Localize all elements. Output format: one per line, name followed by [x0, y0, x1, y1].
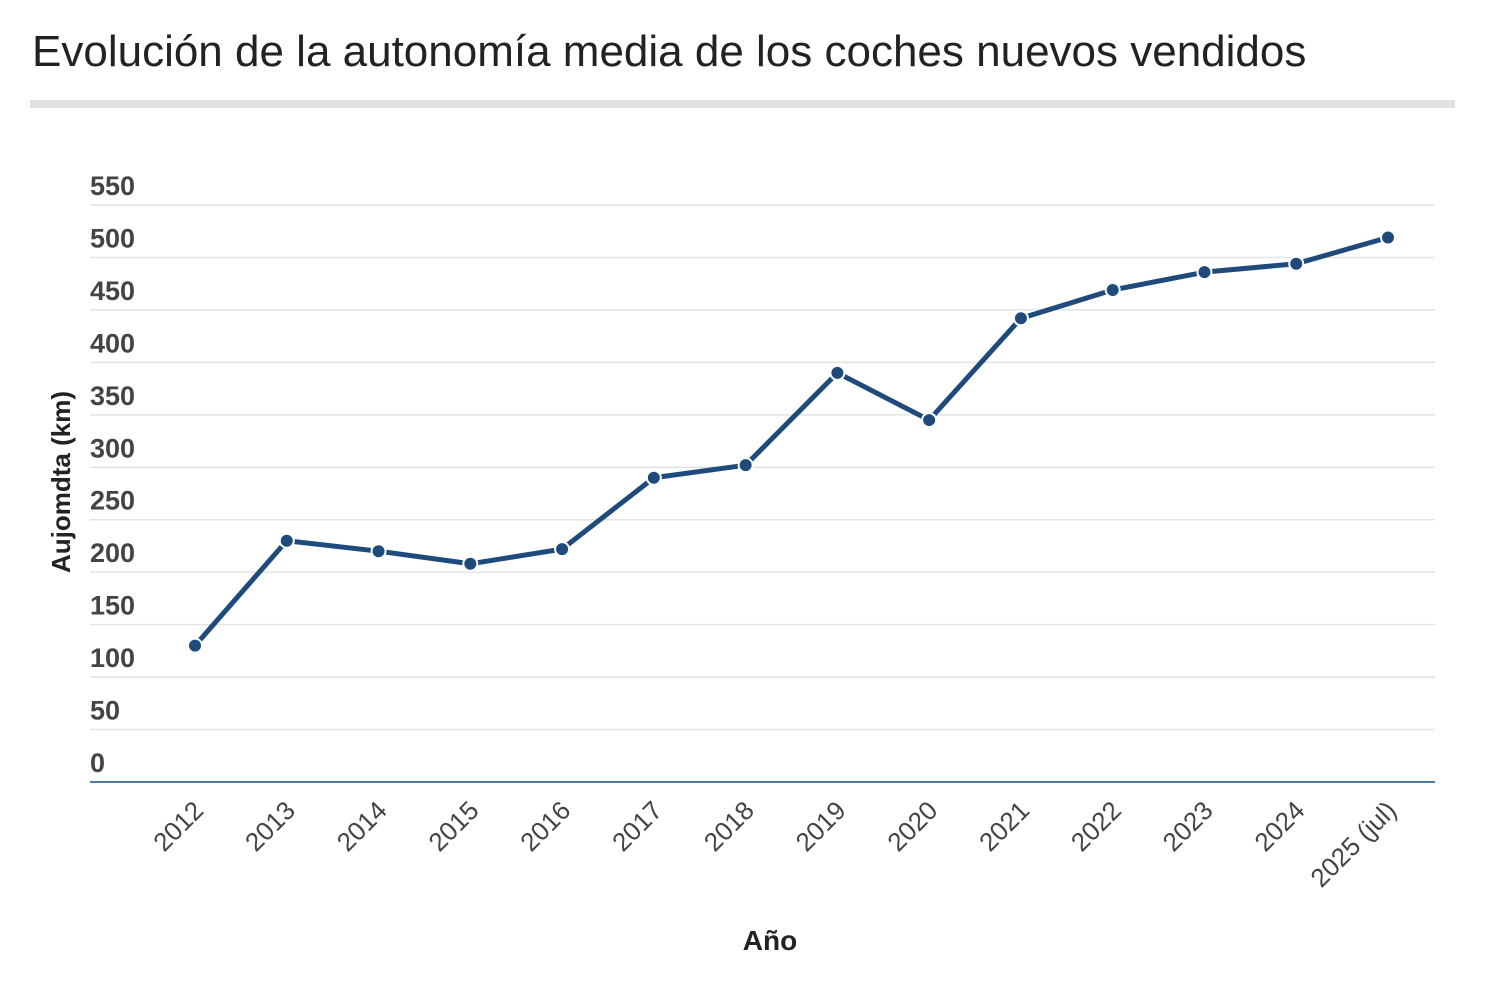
data-point: [829, 364, 846, 381]
data-point: [554, 541, 571, 558]
data-point: [1104, 281, 1121, 298]
x-tick-label: 2014: [331, 795, 393, 857]
x-tick-label: 2020: [881, 795, 943, 857]
y-tick-label: 50: [90, 696, 120, 726]
x-axis-label: Año: [743, 925, 797, 956]
data-point: [278, 532, 295, 549]
y-tick-label: 400: [90, 328, 135, 358]
x-tick-label: 2019: [790, 795, 852, 857]
x-tick-label: 2013: [239, 795, 301, 857]
y-tick-label: 350: [90, 381, 135, 411]
y-tick-label: 450: [90, 276, 135, 306]
y-tick-label: 550: [90, 171, 135, 201]
data-point: [645, 469, 662, 486]
y-tick-label: 300: [90, 433, 135, 463]
y-axis-label: Aujomdta (km): [46, 391, 76, 573]
x-tick-label: 2018: [698, 795, 760, 857]
x-tick-label: 2021: [973, 795, 1035, 857]
data-point: [1380, 229, 1396, 246]
y-tick-label: 250: [90, 486, 135, 516]
y-tick-label: 0: [90, 748, 105, 778]
data-point: [921, 412, 938, 429]
x-tick-label: 2025 (jul): [1304, 795, 1402, 893]
x-tick-label: 2016: [514, 795, 576, 857]
data-point: [1012, 310, 1029, 327]
x-tick-label: 2022: [1065, 795, 1127, 857]
data-point: [1288, 255, 1305, 272]
y-tick-label: 150: [90, 591, 135, 621]
data-point: [1196, 264, 1213, 281]
chart-title: Evolución de la autonomía media de los c…: [32, 27, 1306, 76]
x-tick-label: 2012: [147, 795, 209, 857]
title-divider: [30, 100, 1455, 108]
x-tick-label: 2024: [1248, 795, 1310, 857]
data-point: [737, 457, 754, 474]
data-point: [462, 555, 479, 572]
x-tick-label: 2017: [606, 795, 668, 857]
y-tick-label: 200: [90, 538, 135, 568]
data-line: [193, 235, 1389, 648]
y-tick-label: 500: [90, 223, 135, 253]
data-point: [187, 637, 203, 654]
x-tick-label: 2023: [1157, 795, 1219, 857]
data-point: [370, 543, 387, 560]
x-tick-label: 2015: [422, 795, 484, 857]
y-tick-label: 100: [90, 643, 135, 673]
